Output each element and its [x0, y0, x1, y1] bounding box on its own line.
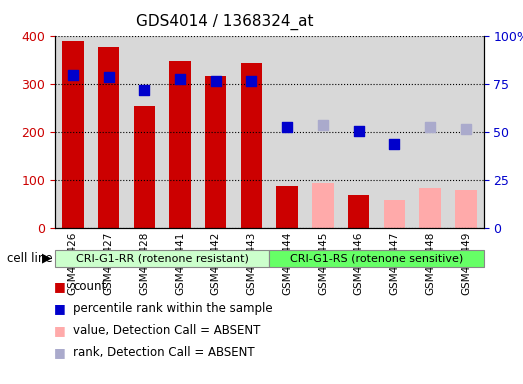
- Point: [462, 126, 470, 132]
- Point: [283, 124, 291, 130]
- Bar: [55, 36, 90, 228]
- Point: [104, 74, 112, 80]
- Bar: [412, 36, 448, 228]
- Text: ▶: ▶: [42, 252, 51, 265]
- Bar: [269, 250, 484, 267]
- Text: percentile rank within the sample: percentile rank within the sample: [73, 302, 273, 315]
- Point: [355, 127, 363, 134]
- Bar: [98, 47, 119, 228]
- Bar: [162, 36, 198, 228]
- Bar: [90, 36, 127, 228]
- Bar: [241, 63, 262, 228]
- Bar: [62, 41, 84, 228]
- Bar: [269, 36, 305, 228]
- Bar: [55, 250, 269, 267]
- Bar: [305, 36, 341, 228]
- Text: ■: ■: [54, 346, 66, 359]
- Text: rank, Detection Call = ABSENT: rank, Detection Call = ABSENT: [73, 346, 255, 359]
- Bar: [455, 190, 476, 228]
- Point: [176, 76, 184, 82]
- Text: value, Detection Call = ABSENT: value, Detection Call = ABSENT: [73, 324, 260, 337]
- Bar: [169, 61, 191, 228]
- Point: [426, 124, 434, 130]
- Point: [69, 72, 77, 78]
- Text: count: count: [73, 280, 107, 293]
- Text: cell line: cell line: [7, 252, 52, 265]
- Bar: [205, 76, 226, 228]
- Bar: [198, 36, 234, 228]
- Text: GDS4014 / 1368324_at: GDS4014 / 1368324_at: [136, 13, 314, 30]
- Bar: [448, 36, 484, 228]
- Point: [390, 141, 399, 147]
- Bar: [384, 200, 405, 228]
- Text: ■: ■: [54, 324, 66, 337]
- Bar: [348, 195, 369, 228]
- Bar: [312, 184, 334, 228]
- Bar: [341, 36, 377, 228]
- Bar: [277, 186, 298, 228]
- Bar: [127, 36, 162, 228]
- Text: CRI-G1-RR (rotenone resistant): CRI-G1-RR (rotenone resistant): [76, 253, 248, 263]
- Point: [211, 78, 220, 84]
- Bar: [234, 36, 269, 228]
- Bar: [377, 36, 412, 228]
- Text: ■: ■: [54, 280, 66, 293]
- Point: [319, 122, 327, 128]
- Bar: [133, 106, 155, 228]
- Text: CRI-G1-RS (rotenone sensitive): CRI-G1-RS (rotenone sensitive): [290, 253, 463, 263]
- Point: [247, 78, 256, 84]
- Text: ■: ■: [54, 302, 66, 315]
- Bar: [419, 188, 441, 228]
- Point: [140, 87, 149, 93]
